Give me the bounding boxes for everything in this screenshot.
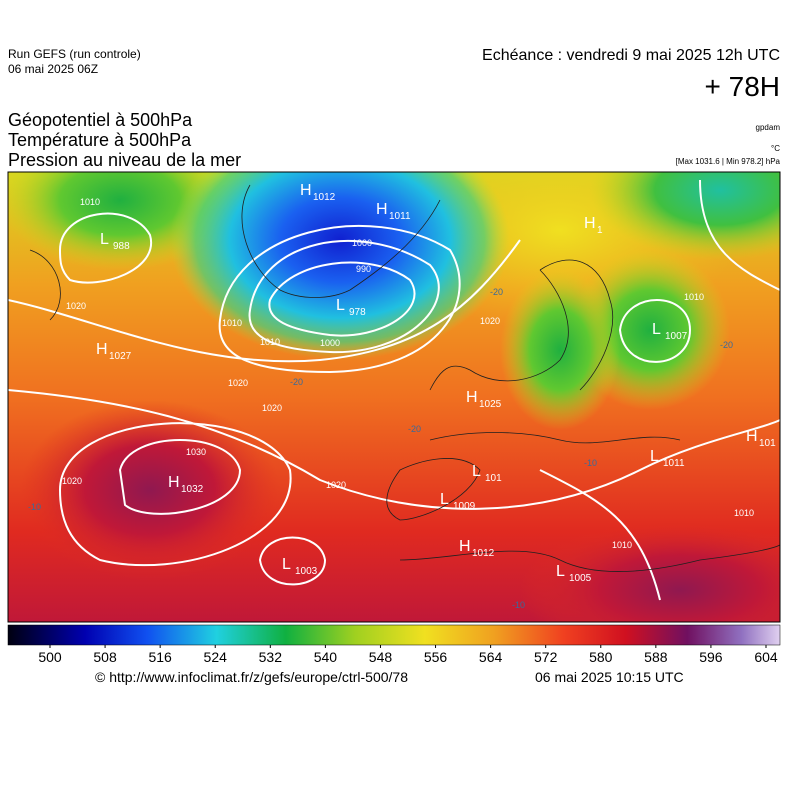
footer-generated: 06 mai 2025 10:15 UTC — [535, 669, 684, 685]
pressure-center-value: 1005 — [569, 573, 592, 584]
colorbar-tick-label: 572 — [534, 649, 558, 665]
isobar-label: 1020 — [480, 316, 500, 326]
isobar-label: 1020 — [228, 378, 248, 388]
pressure-center-type: L — [556, 563, 565, 580]
pressure-center-type: L — [440, 491, 449, 508]
pressure-center-type: H — [466, 389, 478, 406]
pressure-center-value: 1025 — [479, 399, 502, 410]
pressure-center-type: L — [336, 297, 345, 314]
colorbar-tick-label: 524 — [204, 649, 228, 665]
pressure-center-value: 1009 — [453, 501, 476, 512]
colorbar-tick-label: 564 — [479, 649, 503, 665]
isobar-label: 1030 — [186, 447, 206, 457]
title-pressure: Pression au niveau de la mer — [8, 150, 241, 170]
colorbar-tick-label: 508 — [93, 649, 117, 665]
map-frame — [7, 171, 781, 623]
isobar-label: 1000 — [352, 238, 372, 248]
unit-celsius: °C — [771, 144, 780, 153]
pressure-center-value: 1007 — [665, 331, 688, 342]
isobar-label: 1020 — [262, 403, 282, 413]
isobar-label: 1020 — [326, 480, 346, 490]
footer-source: © http://www.infoclimat.fr/z/gefs/europe… — [95, 669, 408, 685]
pressure-center-type: H — [584, 215, 596, 232]
isobar-label: 1010 — [222, 318, 242, 328]
colorbar-tick-label: 588 — [644, 649, 668, 665]
field — [170, 172, 510, 360]
temperature-label: -20 — [720, 340, 733, 350]
isobar-label: 1020 — [66, 301, 86, 311]
unit-gpdam: gpdam — [756, 123, 781, 132]
pressure-center-type: L — [652, 321, 661, 338]
pressure-center-value: 1011 — [663, 458, 685, 469]
pressure-center-value: 1012 — [313, 192, 336, 203]
temperature-label: -10 — [512, 600, 525, 610]
pressure-center-value: 1032 — [181, 484, 204, 495]
colorbar — [7, 624, 781, 646]
pressure-center-value: 1027 — [109, 351, 132, 362]
pressure-center-type: L — [650, 448, 659, 465]
pressure-center-type: H — [168, 474, 180, 491]
pressure-center-type: H — [300, 182, 312, 199]
coastlines — [29, 184, 780, 572]
pressure-center-value: 1 — [597, 225, 603, 236]
isobar-label: 1010 — [612, 540, 632, 550]
unit-hpa: [Max 1031.6 | Min 978.2] hPa — [676, 157, 781, 166]
colorbar-ticks: 500 508 516 524 532 540 548 556 564 572 580 588 596 6… — [38, 645, 778, 665]
temperature-label: -10 — [28, 502, 41, 512]
temperature-label: -20 — [290, 377, 303, 387]
field — [500, 270, 620, 430]
valid-time: Echéance : vendredi 9 mai 2025 12h UTC — [482, 47, 780, 64]
pressure-center-type: H — [746, 428, 758, 445]
pressure-center-value: 101 — [485, 473, 502, 484]
colorbar-tick-label: 540 — [314, 649, 338, 665]
field — [590, 172, 780, 260]
colorbar-tick-label: 516 — [148, 649, 172, 665]
isobar-label: 1000 — [320, 338, 340, 348]
colorbar-tick-label: 556 — [424, 649, 448, 665]
title-geopotential: Géopotentiel à 500hPa — [8, 110, 193, 130]
pressure-center-type: L — [282, 556, 291, 573]
temperature-label: -20 — [490, 287, 503, 297]
isobars — [8, 179, 780, 601]
temperature-label: -10 — [584, 458, 597, 468]
run-date: 06 mai 2025 06Z — [8, 62, 98, 76]
isobar-label: 1010 — [734, 508, 754, 518]
pressure-center-type: H — [376, 201, 388, 218]
colorbar-tick-label: 604 — [754, 649, 778, 665]
isobar-label: 1020 — [62, 476, 82, 486]
pressure-center-value: 1003 — [295, 566, 318, 577]
isobar-label: 1010 — [684, 292, 704, 302]
isobar-label: 1010 — [260, 337, 280, 347]
pressure-center-type: H — [459, 538, 471, 555]
pressure-center-type: H — [96, 341, 108, 358]
colorbar-tick-label: 580 — [589, 649, 613, 665]
colorbar-tick-label: 500 — [38, 649, 62, 665]
isobar-label: 990 — [356, 264, 371, 274]
colorbar-tick-label: 596 — [699, 649, 723, 665]
temperature-label: -20 — [408, 424, 421, 434]
pressure-center-value: 1012 — [472, 548, 495, 559]
pressure-center-type: L — [100, 231, 109, 248]
colorbar-tick-label: 548 — [369, 649, 393, 665]
pressure-center-type: L — [472, 463, 481, 480]
pressure-center-value: 978 — [349, 307, 366, 318]
isobar-label: 1010 — [80, 197, 100, 207]
title-temperature: Température à 500hPa — [8, 130, 192, 150]
pressure-center-value: 988 — [113, 241, 130, 252]
colorbar-tick-label: 532 — [259, 649, 283, 665]
pressure-center-value: 101 — [759, 438, 776, 449]
run-label: Run GEFS (run controle) — [8, 47, 141, 61]
lead-time: + 78H — [705, 71, 781, 102]
pressure-center-value: 1011 — [389, 211, 411, 222]
